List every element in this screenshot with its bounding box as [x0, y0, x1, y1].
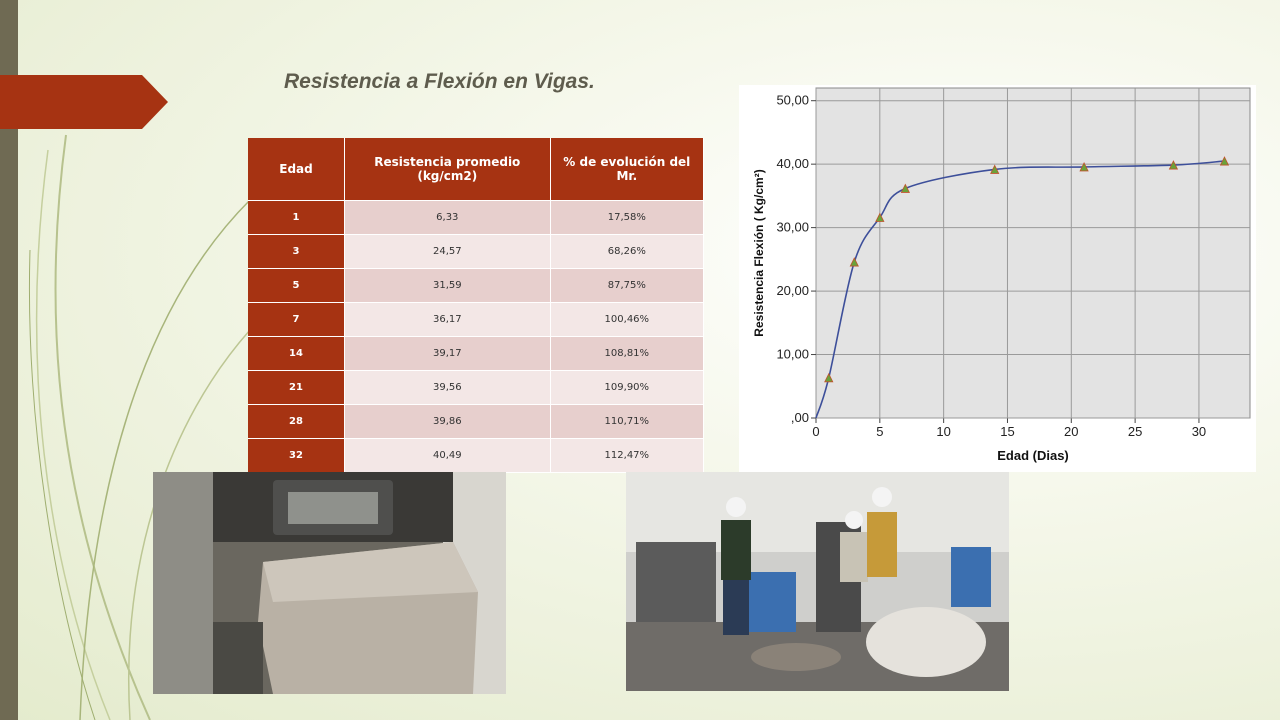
cell-resistencia: 39,17 [345, 337, 551, 371]
cell-edad: 14 [248, 337, 345, 371]
cell-resistencia: 31,59 [345, 269, 551, 303]
cell-resistencia: 6,33 [345, 201, 551, 235]
cell-evolucion: 100,46% [550, 303, 704, 337]
data-point-marker [900, 183, 911, 193]
x-tick-label: 10 [936, 424, 950, 439]
plot-area [815, 87, 1251, 419]
data-point-marker [875, 212, 885, 222]
x-tick-label: 5 [876, 424, 883, 439]
cell-resistencia: 39,56 [345, 371, 551, 405]
cell-edad: 32 [248, 439, 345, 473]
beam-test-photo [153, 472, 506, 694]
cell-edad: 7 [248, 303, 345, 337]
x-tick-label: 15 [1000, 424, 1014, 439]
cell-evolucion: 68,26% [550, 235, 704, 269]
table-header-row: Edad Resistencia promedio (kg/cm2) % de … [248, 138, 704, 201]
y-tick-label: 20,00 [776, 283, 809, 298]
title-arrow-banner [0, 75, 168, 129]
y-axis-label: Resistencia Flexión ( Kg/cm²) [752, 169, 766, 336]
series-line [815, 160, 1225, 419]
chart-canvas: ,00 10,00 20,00 30,00 40,00 50,00 0 5 10 15 20 25 3… [752, 87, 1251, 463]
cell-evolucion: 17,58% [550, 201, 704, 235]
y-tick-label: 30,00 [776, 220, 809, 235]
series-markers [824, 156, 1230, 383]
table-row: 7 36,17 100,46% [248, 303, 704, 337]
data-point-marker [1079, 162, 1089, 172]
cell-evolucion: 110,71% [550, 405, 704, 439]
data-point-marker [849, 257, 859, 267]
header-resistencia: Resistencia promedio (kg/cm2) [345, 138, 551, 201]
header-evolucion: % de evolución del Mr. [550, 138, 704, 201]
table-row: 14 39,17 108,81% [248, 337, 704, 371]
data-point-marker [1219, 156, 1230, 166]
y-tick-label: 10,00 [776, 347, 809, 362]
table-row: 28 39,86 110,71% [248, 405, 704, 439]
cell-evolucion: 87,75% [550, 269, 704, 303]
cell-edad: 28 [248, 405, 345, 439]
x-axis-label: Edad (Dias) [997, 448, 1069, 463]
cell-evolucion: 108,81% [550, 337, 704, 371]
data-point-marker [1168, 160, 1179, 170]
cell-resistencia: 24,57 [345, 235, 551, 269]
cell-edad: 5 [248, 269, 345, 303]
x-tick-label: 20 [1064, 424, 1078, 439]
table-row: 32 40,49 112,47% [248, 439, 704, 473]
y-tick-label: ,00 [791, 410, 809, 425]
cell-edad: 21 [248, 371, 345, 405]
y-tick-label: 40,00 [776, 156, 809, 171]
x-tick-label: 0 [812, 424, 819, 439]
lab-team-photo [626, 472, 1009, 691]
cell-evolucion: 109,90% [550, 371, 704, 405]
header-edad: Edad [248, 138, 345, 201]
resistance-table: Edad Resistencia promedio (kg/cm2) % de … [248, 138, 704, 473]
data-point-marker [990, 164, 1000, 174]
data-point-marker [824, 372, 834, 383]
resistance-chart: ,00 10,00 20,00 30,00 40,00 50,00 0 5 10 15 20 25 3… [739, 85, 1256, 472]
left-accent-bar [0, 0, 18, 720]
x-tick-labels: 0 5 10 15 20 25 30 [812, 424, 1206, 439]
cell-edad: 1 [248, 201, 345, 235]
cell-edad: 3 [248, 235, 345, 269]
x-gridlines [815, 88, 1200, 423]
cell-evolucion: 112,47% [550, 439, 704, 473]
x-tick-label: 30 [1192, 424, 1206, 439]
y-tick-labels: ,00 10,00 20,00 30,00 40,00 50,00 [776, 93, 809, 425]
table-row: 5 31,59 87,75% [248, 269, 704, 303]
table-row: 1 6,33 17,58% [248, 201, 704, 235]
cell-resistencia: 36,17 [345, 303, 551, 337]
table-row: 3 24,57 68,26% [248, 235, 704, 269]
cell-resistencia: 39,86 [345, 405, 551, 439]
x-tick-label: 25 [1128, 424, 1142, 439]
table-row: 21 39,56 109,90% [248, 371, 704, 405]
cell-resistencia: 40,49 [345, 439, 551, 473]
y-tick-label: 50,00 [776, 93, 809, 108]
slide-title: Resistencia a Flexión en Vigas. [284, 70, 595, 93]
